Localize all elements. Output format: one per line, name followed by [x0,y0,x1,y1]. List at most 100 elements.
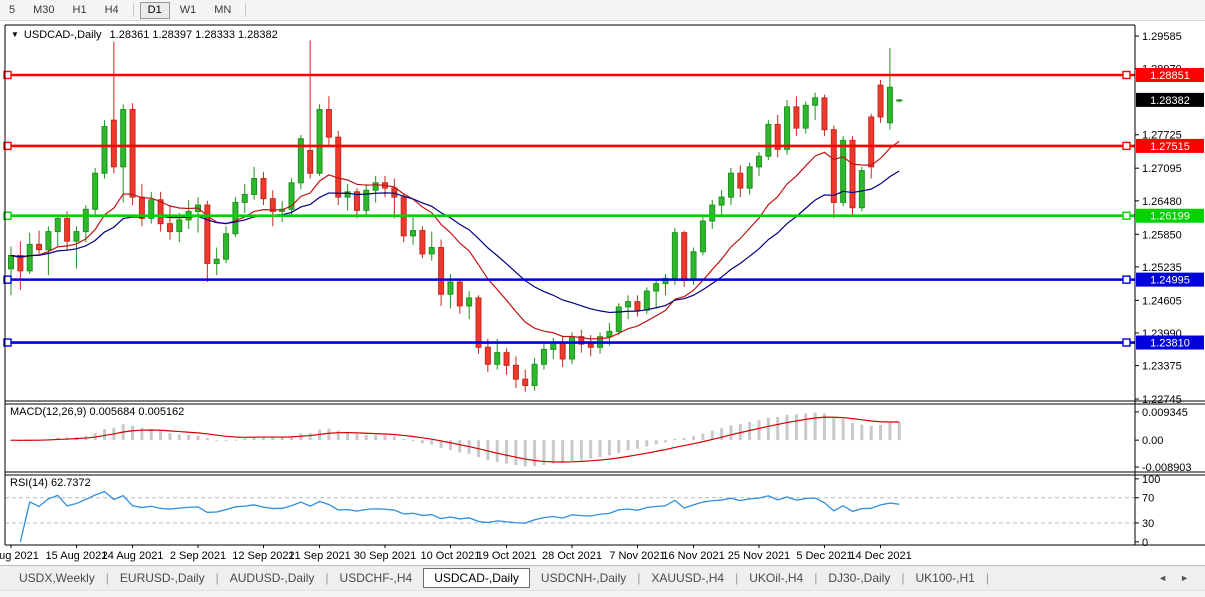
candle-body [718,196,725,206]
level-price-badge [1136,67,1204,82]
macd-histogram-bar [327,428,331,441]
tab-separator: | [735,571,739,585]
candle-body [709,204,716,222]
candle-body [213,258,220,264]
date-axis-label: 25 Nov 2021 [728,550,790,562]
tab-usdcad-daily[interactable]: USDCAD-,Daily [423,568,530,588]
macd-histogram-bar [336,430,340,441]
candle-body [643,290,650,311]
macd-histogram-bar [785,414,789,441]
macd-histogram-bar [533,440,537,467]
candle-body [886,86,893,124]
macd-histogram-bar [411,440,415,442]
tab-usdcnh-daily[interactable]: USDCNH-,Daily [540,571,627,585]
level-price-badge [1136,335,1204,350]
timeframe-button-w1[interactable]: W1 [172,2,205,19]
timeframe-button-d1[interactable]: D1 [139,1,170,19]
tab-separator: | [814,571,818,585]
date-axis-label: 24 Aug 2021 [102,550,164,562]
tab-separator: | [637,571,641,585]
candle-body [690,251,697,281]
tab-usdx-weekly[interactable]: USDX,Weekly [19,571,95,585]
macd-histogram-bar [664,440,667,443]
macd-histogram-bar [635,440,639,449]
candle-body [45,231,52,251]
candle-body [774,123,781,150]
tabs-scroll-right-icon[interactable]: ► [1180,573,1189,583]
macd-axis-label: 0.00 [1142,435,1163,447]
level-line-handle [1122,70,1131,80]
current-price-badge-label: 1.28382 [1150,95,1190,107]
tab-uk100-h1[interactable]: UK100-,H1 [915,571,975,585]
candle-body [634,301,641,311]
macd-indicator-label: MACD(12,26,9) 0.005684 0.005162 [10,406,185,418]
current-price-badge [1136,92,1204,107]
macd-histogram-bar [196,435,200,441]
timeframe-button-m5[interactable]: 5 [1,2,23,19]
tab-ukoil-h4[interactable]: UKOil-,H4 [749,571,804,585]
macd-histogram-bar [261,436,265,441]
candle-body [344,191,351,198]
level-price-badge-label: 1.28851 [1150,70,1190,82]
timeframe-button-h1[interactable]: H1 [65,2,95,19]
candle-body [466,297,473,307]
level-price-badge-label: 1.26199 [1150,211,1190,223]
tab-dj30-daily[interactable]: DJ30-,Daily [828,571,891,585]
macd-histogram-bar [159,431,163,441]
macd-histogram-bar [374,435,378,441]
symbol-dropdown-icon[interactable]: ▼ [11,30,19,39]
level-price-badge-label: 1.27515 [1150,141,1190,153]
macd-histogram-bar [570,440,574,462]
macd-histogram-bar [822,413,826,441]
macd-histogram-bar [486,440,490,461]
tab-audusd-daily[interactable]: AUDUSD-,Daily [229,571,315,585]
candle-body [148,199,155,219]
macd-histogram-bar [177,434,181,441]
macd-histogram-bar [729,425,733,441]
candle-body [840,139,847,203]
macd-histogram-bar [56,437,60,441]
macd-histogram-bar [252,436,256,441]
macd-axis-label: 0.009345 [1142,407,1188,419]
candle-body [251,178,258,195]
chart-tabs-bar: USDX,Weekly | EURUSD-,Daily | AUDUSD-,Dail… [0,565,1205,590]
macd-histogram-bar [607,440,611,456]
macd-histogram-bar [187,435,191,441]
candle-body [559,341,566,360]
window-bottom-strip [0,590,1205,597]
timeframe-button-h4[interactable]: H4 [97,2,127,19]
date-axis-label: 14 Dec 2021 [849,550,911,562]
date-axis-label: 16 Nov 2021 [662,550,724,562]
candle-body [176,219,183,233]
macd-histogram-bar [131,425,135,441]
macd-histogram-bar [205,438,209,441]
macd-histogram-bar [589,440,593,459]
candle-body [26,243,33,272]
candle-body [269,198,276,212]
macd-histogram-bar [888,422,892,441]
macd-histogram-bar [710,430,714,441]
tab-eurusd-daily[interactable]: EURUSD-,Daily [119,571,205,585]
tab-separator: | [985,571,989,585]
candle-body [447,281,454,295]
candle-body [110,119,117,168]
candle-body [475,297,482,348]
candle-body [877,84,884,118]
timeframe-button-m30[interactable]: M30 [25,2,62,19]
tab-xauusd-h4[interactable]: XAUUSD-,H4 [651,571,725,585]
tab-separator: | [105,571,109,585]
tab-separator: | [215,571,219,585]
macd-histogram-bar [168,433,172,441]
tab-usdchf-h4[interactable]: USDCHF-,H4 [339,571,413,585]
candle-body [849,139,856,209]
macd-histogram-bar [495,440,499,462]
tabs-scroll-left-icon[interactable]: ◄ [1158,573,1168,583]
macd-histogram-bar [766,417,770,441]
date-axis-label: 28 Oct 2021 [542,550,602,562]
price-chart-canvas[interactable]: 1.295851.289701.277251.270951.264801.258… [0,0,1205,565]
macd-histogram-bar [654,440,658,445]
macd-histogram-bar [720,428,724,441]
timeframe-button-mn[interactable]: MN [206,2,239,19]
candle-body [484,346,491,365]
candle-body [157,199,164,225]
